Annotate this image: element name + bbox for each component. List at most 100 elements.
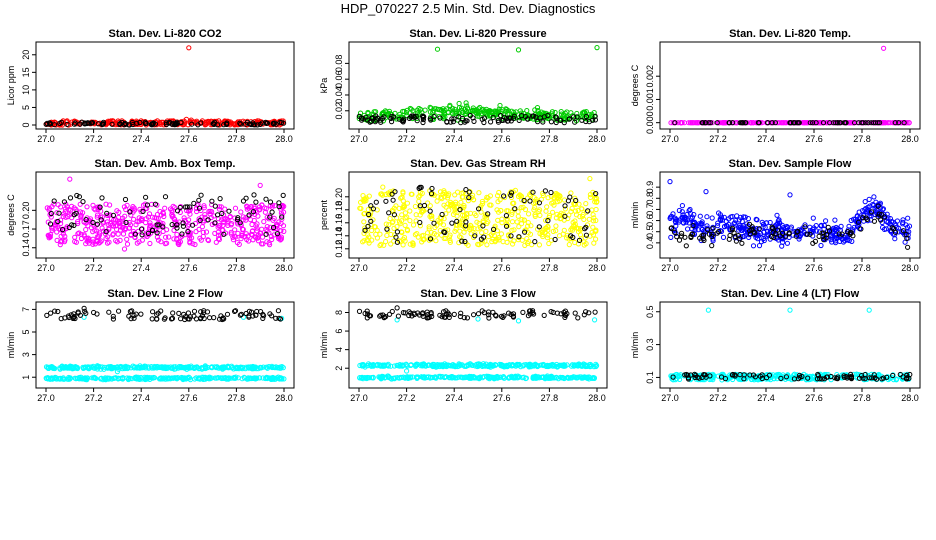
data-point-reference [794,120,800,126]
data-point-reference [263,231,269,237]
data-point-reference [561,120,567,126]
y-tick-label: 20 [21,50,31,60]
data-point-primary [123,206,129,213]
data-point-reference [129,119,135,126]
data-point-primary [357,375,363,381]
data-point-primary [250,375,256,381]
data-point-reference [571,114,577,120]
data-point-primary [881,45,887,51]
data-point-primary [57,242,63,248]
data-point-primary [489,239,495,245]
data-point-reference [275,308,281,314]
data-point-reference [855,219,862,225]
data-point-primary [556,233,563,239]
data-point-reference [778,375,784,381]
data-point-primary [267,224,273,230]
data-point-reference [486,309,492,315]
data-point-primary [224,375,230,381]
y-tick-label: 0.18 [334,201,344,219]
data-point-reference [508,190,515,196]
data-point-primary [254,209,260,215]
data-point-reference [178,316,184,322]
data-point-primary [258,365,264,371]
data-point-primary [693,120,699,126]
data-point-primary [479,230,485,236]
data-point-primary [834,232,840,238]
data-point-primary [149,365,155,371]
data-point-reference [769,224,775,230]
data-point-primary [515,213,521,219]
data-point-primary [254,225,260,231]
data-point-primary [380,184,386,190]
data-point-primary [200,218,206,224]
y-tick-label: 0.14 [21,239,31,257]
data-point-primary [715,223,721,229]
data-point-reference [394,229,400,235]
data-point-primary [505,108,511,114]
data-point-primary [480,201,486,207]
data-point-primary [774,120,780,126]
data-point-primary [189,365,195,371]
x-tick-label: 27.8 [853,263,871,273]
data-point-reference [548,309,554,315]
data-point-primary [400,190,406,196]
data-point-primary [683,219,689,225]
x-tick-label: 27.6 [493,263,511,273]
data-point-reference [89,120,95,126]
data-point-primary [498,231,504,237]
data-point-primary [170,203,176,209]
data-point-primary [255,232,261,238]
data-point-reference [904,376,910,382]
data-point-reference [714,120,720,126]
data-point-primary [458,107,465,113]
data-point-reference [110,212,117,218]
data-point-primary [408,362,414,368]
data-point-primary [269,363,275,369]
data-point-reference [481,115,487,121]
data-point-primary [519,217,525,223]
data-point-primary [410,222,417,228]
data-point-primary [222,375,228,381]
data-point-primary [203,121,209,128]
data-point-reference [370,206,376,212]
data-point-primary [249,365,255,371]
data-point-reference [161,316,167,322]
data-point-primary [144,233,150,240]
data-point-primary [523,375,529,382]
x-tick-label: 27.8 [228,263,246,273]
data-point-primary [681,220,687,226]
data-point-reference [709,243,715,249]
data-point-reference [865,120,871,126]
data-point-primary [209,365,215,371]
data-point-reference [97,204,103,210]
data-point-reference [276,315,282,321]
data-point-primary [213,239,219,245]
data-point-primary [906,223,913,229]
y-tick-label: 4 [334,347,344,352]
data-point-primary [483,197,489,203]
data-point-reference [215,122,221,128]
data-point-reference [463,223,469,229]
data-point-primary [246,205,252,211]
data-point-primary [900,219,906,225]
data-point-primary [73,239,80,245]
data-point-primary [270,217,276,223]
data-point-reference [175,208,181,214]
data-point-primary [215,236,222,242]
data-point-primary [398,239,404,245]
data-point-reference [773,231,779,237]
data-point-primary [139,216,145,222]
x-tick-label: 27.8 [541,134,559,144]
data-point-primary [160,376,166,382]
data-point-primary [169,212,175,218]
data-point-reference [55,218,61,225]
data-point-primary [818,242,824,249]
data-point-primary [832,226,839,232]
data-point-reference [891,226,897,232]
y-tick-label: 0.8 [645,192,655,205]
data-point-reference [144,202,150,208]
data-point-reference [858,226,864,232]
data-point-primary [134,219,140,225]
data-point-primary [487,193,493,199]
data-point-reference [726,120,732,126]
